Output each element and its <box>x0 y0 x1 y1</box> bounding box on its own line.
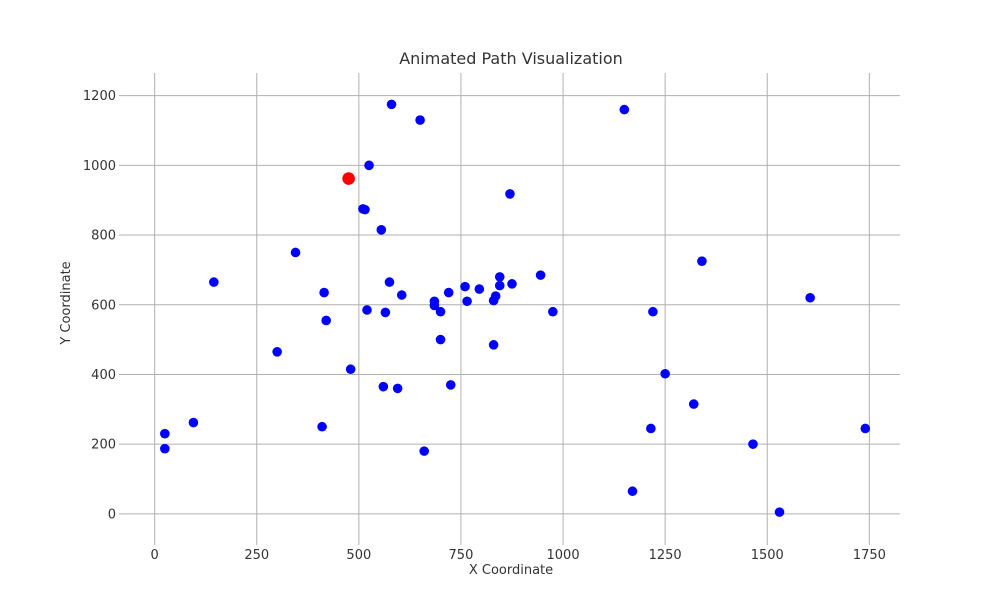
data-point <box>419 446 429 456</box>
data-point <box>415 115 425 125</box>
y-tick-label: 1200 <box>83 89 116 104</box>
x-tick-label: 1750 <box>853 548 886 563</box>
axes: 0 250 500 750 1000 1250 1500 1750 0 200 400 600 800 1… <box>83 89 886 563</box>
data-point <box>317 421 327 432</box>
data-point <box>860 423 871 434</box>
data-point <box>160 428 170 439</box>
x-tick-label: 1000 <box>547 548 580 563</box>
x-tick-label: 1250 <box>649 548 682 563</box>
data-point <box>490 291 501 301</box>
x-tick-label: 750 <box>449 548 474 563</box>
data-point <box>494 272 505 282</box>
data-point <box>160 443 170 454</box>
data-point <box>494 280 505 291</box>
data-point <box>619 104 630 115</box>
data-points <box>160 99 871 517</box>
data-point <box>505 189 515 199</box>
data-point <box>209 277 219 287</box>
data-point <box>429 300 440 311</box>
data-point <box>384 277 395 287</box>
data-point <box>396 290 407 300</box>
data-point <box>646 423 656 434</box>
data-point <box>321 315 331 326</box>
data-point <box>460 281 470 292</box>
y-tick-label: 200 <box>91 438 116 453</box>
data-point <box>474 284 485 294</box>
data-point <box>774 507 785 517</box>
data-point <box>697 256 707 266</box>
data-point <box>380 307 391 318</box>
data-point <box>462 296 472 307</box>
y-axis-label: Y Coordinate <box>59 261 74 345</box>
data-point <box>805 292 815 303</box>
data-point <box>386 99 397 110</box>
x-tick-label: 0 <box>150 548 158 563</box>
data-point <box>488 340 499 350</box>
y-tick-label: 0 <box>108 507 116 522</box>
data-point <box>360 204 370 215</box>
highlighted-point <box>342 172 355 185</box>
data-point <box>660 368 670 379</box>
y-tick-label: 400 <box>91 368 116 383</box>
y-tick-label: 800 <box>91 229 116 244</box>
data-point <box>319 287 329 298</box>
x-axis-label: X Coordinate <box>469 563 553 578</box>
data-point <box>627 486 638 497</box>
data-point <box>535 270 546 280</box>
data-point <box>345 364 356 375</box>
chart-title: Animated Path Visualization <box>399 49 623 68</box>
data-point <box>445 380 456 390</box>
data-point <box>188 417 199 428</box>
data-point <box>376 225 387 235</box>
data-point <box>435 306 446 317</box>
data-point <box>548 306 558 317</box>
x-tick-label: 500 <box>346 548 371 563</box>
grid-lines <box>124 73 900 540</box>
data-point <box>362 305 372 315</box>
data-point <box>507 279 517 289</box>
y-tick-label: 1000 <box>83 159 116 174</box>
data-point <box>364 160 374 171</box>
data-point <box>748 439 758 449</box>
data-point <box>435 334 446 345</box>
y-tick-label: 600 <box>91 298 116 313</box>
data-point <box>688 399 699 409</box>
data-point <box>648 306 658 317</box>
data-point <box>378 381 389 392</box>
x-tick-label: 250 <box>244 548 269 563</box>
data-point <box>392 383 403 394</box>
data-point <box>272 347 282 357</box>
data-point <box>443 287 454 298</box>
data-point <box>290 247 301 258</box>
x-tick-label: 1500 <box>751 548 784 563</box>
